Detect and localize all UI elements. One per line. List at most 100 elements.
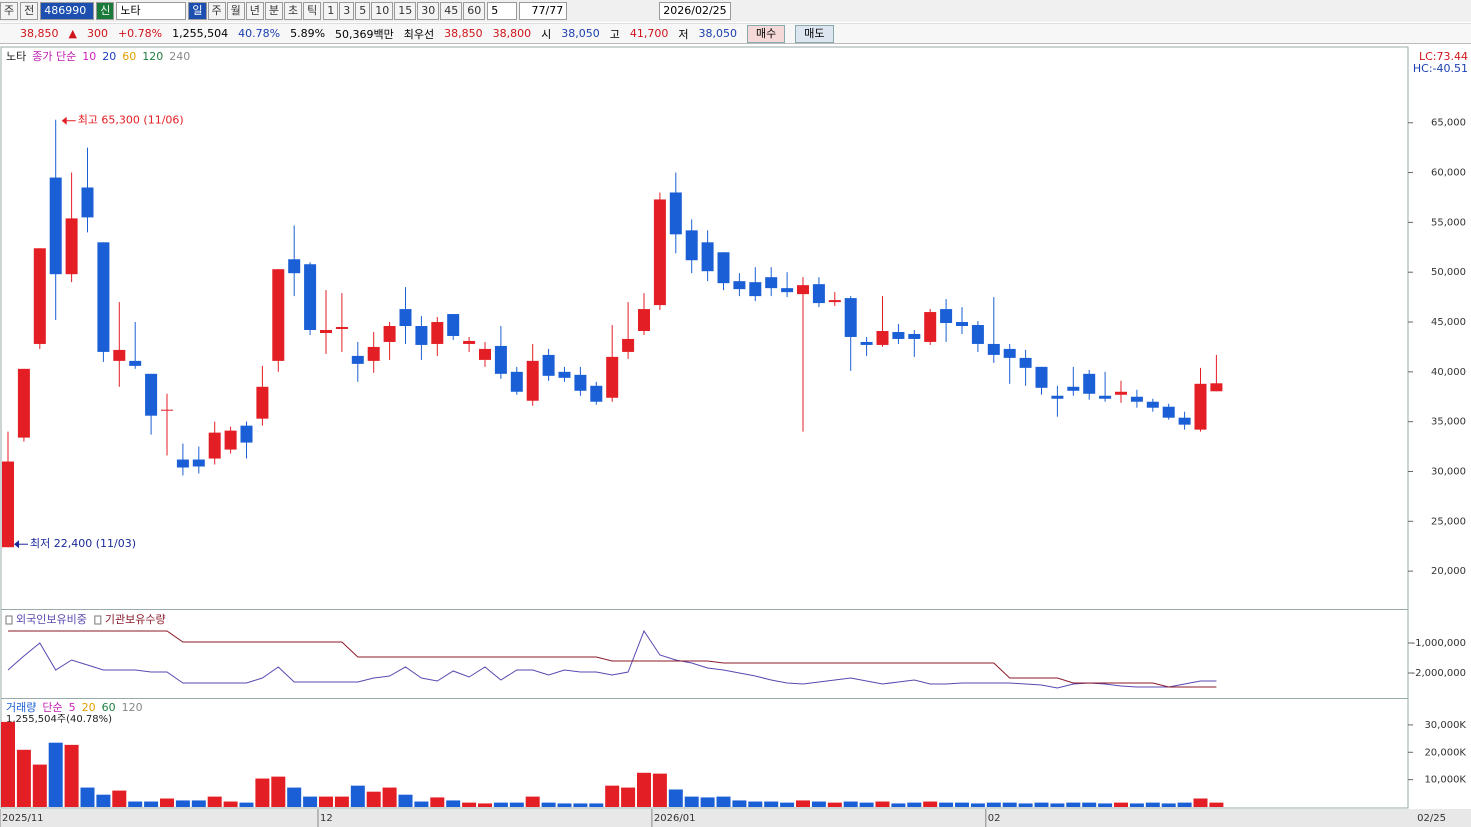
interval[interactable]: 1 <box>323 2 339 20</box>
price: 38,850 <box>20 27 59 40</box>
volume-bar <box>144 801 159 807</box>
legend-text: 20 <box>102 50 116 63</box>
volume-bar <box>621 787 636 807</box>
interval[interactable]: 10 <box>371 2 394 20</box>
period[interactable]: 일 <box>188 2 207 20</box>
market[interactable]: 주 <box>0 2 19 20</box>
candle-body <box>1003 348 1016 358</box>
code[interactable]: 486990 <box>40 2 95 20</box>
candle-body <box>208 432 221 459</box>
volume-bar <box>955 802 969 807</box>
candle-body <box>1210 383 1223 392</box>
volume-bar <box>191 800 206 807</box>
low-note: 최저 22,400 (11/03) <box>30 537 136 550</box>
bid: 38,800 <box>492 27 532 40</box>
volume-bar <box>128 801 143 807</box>
best-label: 최우선 <box>403 27 435 41</box>
volume-bar <box>605 785 620 807</box>
unit-count[interactable]: 5 <box>487 2 518 20</box>
volume-bar <box>430 797 445 807</box>
volume-bar <box>764 801 779 807</box>
stock-name[interactable]: 노타 <box>116 2 187 20</box>
candle-body <box>415 326 428 345</box>
volume-bar <box>1050 803 1065 807</box>
period[interactable]: 주 <box>207 2 226 20</box>
candle-body <box>49 177 62 275</box>
candle-body <box>129 360 142 366</box>
candle-body <box>161 409 173 411</box>
high-note: 최고 65,300 (11/06) <box>78 114 184 127</box>
y-tick-label: -2,000,000 <box>1411 668 1466 679</box>
volume-bar <box>525 796 540 807</box>
buy-button[interactable]: 매수 <box>747 24 786 43</box>
candle-body <box>351 355 364 364</box>
candle-body <box>781 288 794 293</box>
legend-text: 거래량 <box>6 701 36 714</box>
turnover: 40.78% <box>238 27 281 40</box>
candle-body <box>876 330 889 345</box>
period[interactable]: 월 <box>226 2 245 20</box>
series-line <box>7 629 1217 689</box>
volume-bar <box>64 744 79 807</box>
volume-bar <box>732 800 747 807</box>
candle-body <box>733 281 746 290</box>
volume-bar <box>382 787 397 807</box>
low-label: 저 <box>678 27 689 41</box>
interval[interactable]: 45 <box>440 2 463 20</box>
y-tick-label: 30,000K <box>1424 720 1466 731</box>
volume-bar <box>652 773 667 807</box>
candle-body <box>574 374 587 391</box>
volume-bar <box>462 802 477 807</box>
period[interactable]: 초 <box>284 2 303 20</box>
sell-button[interactable]: 매도 <box>795 24 834 43</box>
volume-bar <box>637 772 651 807</box>
candle-body <box>701 242 714 272</box>
volume-bar <box>350 785 365 807</box>
period[interactable]: 틱 <box>303 2 322 20</box>
candle-body <box>463 340 476 344</box>
legend-text: 노타 <box>6 50 26 63</box>
legend-text: 60 <box>122 50 136 63</box>
interval[interactable]: 30 <box>417 2 440 20</box>
candle-body <box>113 349 126 361</box>
legend-text: 20 <box>82 701 96 714</box>
interval[interactable]: 3 <box>339 2 355 20</box>
legend-text: 10 <box>82 50 96 63</box>
volume-bar <box>668 789 683 807</box>
period[interactable]: 년 <box>245 2 264 20</box>
candle-body <box>987 343 1000 355</box>
volume-bar <box>589 803 604 807</box>
candle-body <box>1130 396 1143 402</box>
y-tick-label: 10,000K <box>1424 775 1466 786</box>
candle-body <box>558 371 571 378</box>
volume-bar <box>207 796 222 807</box>
candle-body <box>320 329 332 333</box>
volume-bar <box>923 801 938 807</box>
candle-body <box>669 192 682 235</box>
candle-body <box>1162 406 1175 418</box>
period[interactable]: 분 <box>264 2 283 20</box>
volume-bar <box>1098 803 1113 807</box>
candle-body <box>717 252 730 284</box>
interval[interactable]: 5 <box>355 2 371 20</box>
legend-text: 외국인보유비중 <box>16 613 87 626</box>
volume-bar <box>1145 802 1160 807</box>
volume-bar <box>80 787 95 807</box>
y-tick-label: 45,000 <box>1431 317 1466 328</box>
date[interactable]: 2026/02/25 <box>659 2 731 20</box>
interval[interactable]: 60 <box>463 2 486 20</box>
end-date: 02/25 <box>1417 813 1446 824</box>
interval[interactable]: 15 <box>394 2 417 20</box>
prev[interactable]: 전 <box>20 2 39 20</box>
candle-body <box>1067 386 1080 391</box>
volume-bar <box>48 742 63 807</box>
candle-body <box>145 373 158 416</box>
volume-bar <box>748 801 763 807</box>
candle-body <box>765 277 778 289</box>
candle-body <box>33 248 46 344</box>
candle-body <box>797 285 809 295</box>
lc-label: LC:73.44 <box>1419 50 1468 63</box>
volume-bar <box>414 801 429 807</box>
candle-body <box>176 459 189 468</box>
